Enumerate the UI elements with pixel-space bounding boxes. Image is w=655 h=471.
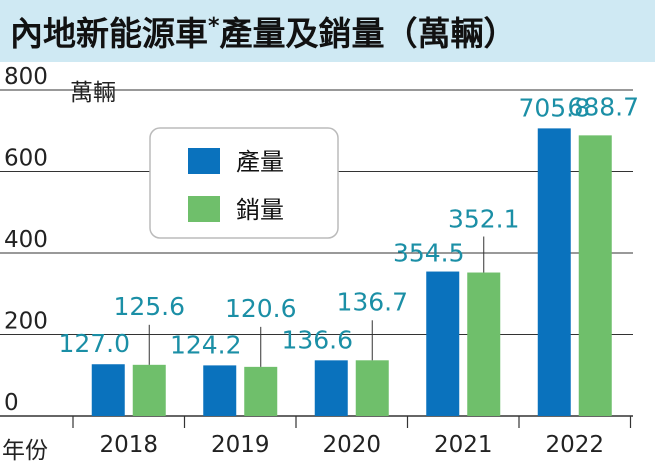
y-tick-label-0: 0	[4, 390, 19, 416]
data-label-production-2021: 354.5	[393, 239, 465, 268]
bar-production-2018	[91, 364, 125, 416]
data-label-sales-2018: 125.6	[113, 292, 185, 321]
legend-label-production: 產量	[236, 148, 284, 176]
data-label-sales-2020: 136.7	[336, 287, 408, 316]
bar-production-2020	[314, 360, 348, 416]
y-tick-label-400: 400	[4, 227, 48, 253]
chart-title-mark: *	[208, 14, 220, 39]
data-label-production-2020: 136.6	[281, 325, 353, 354]
y-tick-label-200: 200	[4, 309, 48, 335]
legend-swatch-production	[188, 148, 220, 174]
title-background	[0, 0, 655, 62]
data-label-production-2018: 127.0	[58, 329, 130, 358]
x-tick-label-2019: 2019	[211, 432, 270, 458]
bar-production-2022	[537, 128, 571, 416]
bar-sales-2020	[355, 360, 389, 416]
data-label-sales-2021: 352.1	[448, 205, 520, 234]
data-label-sales-2019: 120.6	[225, 294, 297, 323]
y-tick-label-800: 800	[4, 64, 48, 90]
x-axis-label: 年份	[2, 438, 48, 464]
bar-sales-2022	[578, 135, 612, 417]
chart-title: 內地新能源車*產量及銷量（萬輛）	[10, 14, 517, 53]
y-tick-label-600: 600	[4, 146, 48, 172]
data-label-production-2019: 124.2	[170, 330, 242, 359]
bar-sales-2021	[467, 272, 501, 416]
legend: 產量 銷量	[149, 127, 339, 239]
y-unit-label: 萬輛	[70, 80, 116, 106]
bar-production-2021	[426, 271, 460, 416]
legend-swatch-sales	[188, 196, 220, 222]
x-tick-label-2020: 2020	[322, 432, 381, 458]
data-label-production-2022: 705.8	[518, 93, 590, 122]
bar-production-2019	[203, 365, 237, 416]
chart-title-main: 內地新能源車	[10, 14, 208, 53]
x-tick-label-2018: 2018	[99, 432, 158, 458]
chart-title-suffix: 產量及銷量（萬輛）	[220, 14, 517, 53]
x-tick-label-2021: 2021	[434, 432, 493, 458]
data-label-sales-2022: 688.7	[567, 92, 639, 121]
bar-sales-2019	[244, 366, 278, 416]
bar-sales-2018	[132, 364, 166, 416]
x-tick-label-2022: 2022	[545, 432, 604, 458]
legend-label-sales: 銷量	[236, 196, 284, 224]
